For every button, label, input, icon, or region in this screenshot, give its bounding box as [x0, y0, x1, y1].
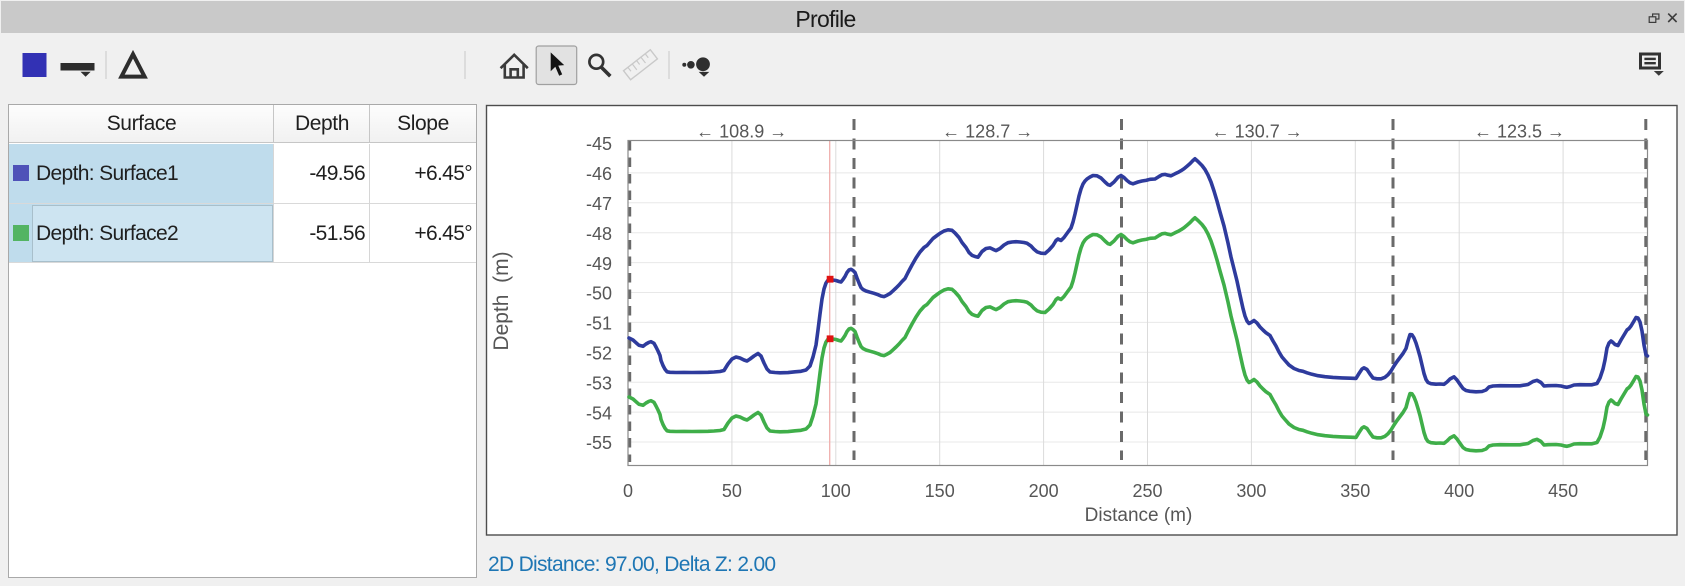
svg-text:-51: -51	[586, 314, 612, 334]
svg-text:Distance (m): Distance (m)	[1085, 505, 1193, 526]
svg-text:-46: -46	[586, 164, 612, 184]
svg-text:200: 200	[1029, 481, 1059, 501]
svg-text:-48: -48	[586, 224, 612, 244]
svg-text:350: 350	[1340, 481, 1370, 501]
svg-text:← 128.7 →: ← 128.7 →	[942, 122, 1033, 142]
svg-text:-53: -53	[586, 373, 612, 393]
svg-text:-49: -49	[586, 254, 612, 274]
svg-text:-52: -52	[586, 344, 612, 364]
svg-text:-54: -54	[586, 403, 612, 423]
svg-text:← 130.7 →: ← 130.7 →	[1212, 122, 1303, 142]
svg-text:← 108.9 →: ← 108.9 →	[696, 122, 787, 142]
svg-text:Depth (m): Depth (m)	[490, 251, 513, 350]
svg-text:100: 100	[821, 481, 851, 501]
svg-text:-47: -47	[586, 194, 612, 214]
svg-text:400: 400	[1444, 481, 1474, 501]
svg-text:-45: -45	[586, 134, 612, 154]
svg-text:250: 250	[1132, 481, 1162, 501]
svg-text:-55: -55	[586, 433, 612, 453]
svg-text:300: 300	[1236, 481, 1266, 501]
svg-text:50: 50	[722, 481, 742, 501]
svg-text:-50: -50	[586, 284, 612, 304]
svg-text:450: 450	[1548, 481, 1578, 501]
svg-text:0: 0	[623, 481, 633, 501]
svg-text:← 123.5 →: ← 123.5 →	[1474, 122, 1565, 142]
svg-text:150: 150	[925, 481, 955, 501]
